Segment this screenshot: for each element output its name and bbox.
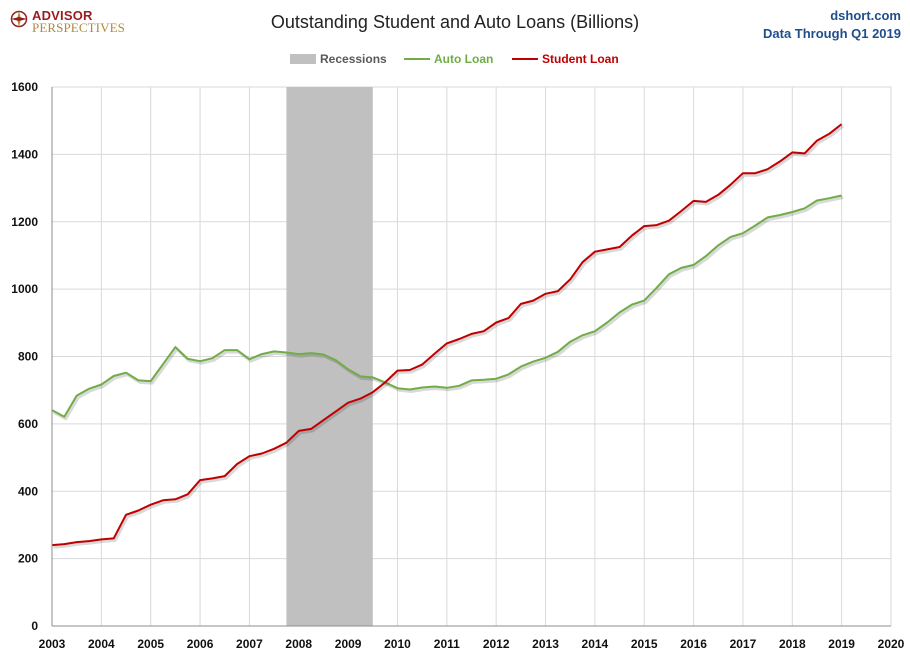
- y-tick-label: 0: [31, 619, 38, 633]
- compass-icon: [10, 10, 28, 28]
- x-tick-label: 2011: [434, 637, 460, 651]
- y-tick-label: 1000: [11, 282, 38, 296]
- legend-line-student: [512, 58, 538, 60]
- x-tick-label: 2020: [878, 637, 905, 651]
- x-tick-label: 2015: [631, 637, 658, 651]
- y-tick-label: 600: [18, 417, 38, 431]
- x-tick-label: 2003: [39, 637, 66, 651]
- x-tick-label: 2008: [285, 637, 312, 651]
- legend-swatch-recessions: [290, 54, 316, 64]
- data-through-note: Data Through Q1 2019: [763, 26, 901, 41]
- x-tick-label: 2007: [236, 637, 263, 651]
- series-lines: [51, 123, 845, 549]
- x-tick-labels: 2003 2004 2005 2006 2007 2008 2009 2010 2011 2012…: [39, 637, 905, 651]
- x-tick-label: 2017: [730, 637, 757, 651]
- x-tick-label: 2010: [384, 637, 411, 651]
- logo: ADVISOR PERSPECTIVES: [10, 7, 140, 37]
- legend-label-auto: Auto Loan: [434, 52, 494, 66]
- axes: [51, 87, 891, 627]
- x-tick-label: 2012: [483, 637, 510, 651]
- x-tick-label: 2009: [335, 637, 362, 651]
- x-tick-label: 2005: [137, 637, 164, 651]
- y-tick-label: 1200: [11, 215, 38, 229]
- y-tick-label: 400: [18, 484, 38, 498]
- y-tick-label: 1600: [11, 80, 38, 94]
- source-site: dshort.com: [830, 8, 901, 23]
- auto-loan-line: [51, 194, 842, 418]
- source-block: dshort.com Data Through Q1 2019: [763, 7, 901, 43]
- x-tick-label: 2006: [187, 637, 214, 651]
- x-tick-label: 2016: [680, 637, 707, 651]
- student-loan-line: [51, 123, 843, 547]
- legend-label-recessions: Recessions: [320, 52, 387, 66]
- logo-text-line1: ADVISOR: [32, 8, 93, 23]
- x-tick-label: 2013: [532, 637, 559, 651]
- y-tick-label: 800: [18, 350, 38, 364]
- series-shadow: [52, 196, 844, 421]
- x-tick-label: 2019: [828, 637, 855, 651]
- chart-title: Outstanding Student and Auto Loans (Bill…: [270, 12, 640, 32]
- x-tick-label: 2014: [582, 637, 609, 651]
- y-tick-label: 200: [18, 552, 38, 566]
- x-tick-label: 2004: [88, 637, 115, 651]
- x-tick-label: 2018: [779, 637, 806, 651]
- y-tick-labels: 0 200 400 600 800 1000 1200 1400 1600: [11, 80, 38, 633]
- legend-line-auto: [404, 58, 430, 60]
- legend-label-student: Student Loan: [542, 52, 619, 66]
- gridlines: [51, 86, 892, 627]
- logo-text-line2: PERSPECTIVES: [32, 20, 125, 35]
- series-shadow: [53, 124, 845, 549]
- y-tick-label: 1400: [11, 147, 38, 161]
